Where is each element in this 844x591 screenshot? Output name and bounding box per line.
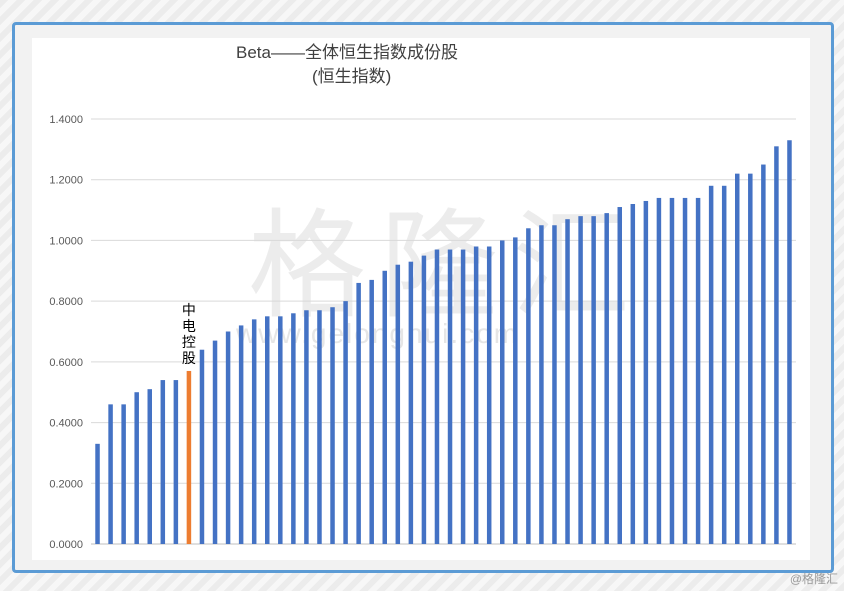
bar xyxy=(774,146,779,545)
bar xyxy=(669,197,675,544)
bar xyxy=(748,173,753,544)
bar xyxy=(160,380,166,544)
y-tick-label: 0.2000 xyxy=(49,478,83,490)
bar xyxy=(630,204,636,544)
bar xyxy=(199,349,205,544)
bar xyxy=(539,225,544,544)
bar xyxy=(421,255,427,544)
bar xyxy=(604,213,609,544)
bar xyxy=(408,261,414,544)
bar xyxy=(447,249,453,545)
bar xyxy=(682,197,688,544)
bar xyxy=(134,392,139,544)
bar xyxy=(761,164,766,545)
bar xyxy=(369,279,374,544)
bar xyxy=(708,185,714,545)
bar xyxy=(460,249,466,545)
bar xyxy=(578,216,583,544)
bar xyxy=(395,264,401,544)
bar xyxy=(225,331,231,544)
credit-text: @格隆汇 xyxy=(789,572,838,586)
bar xyxy=(95,443,100,544)
bar xyxy=(173,380,179,544)
bar xyxy=(695,197,701,544)
chart-subtitle: (恒生指数) xyxy=(312,67,392,86)
y-tick-label: 0.8000 xyxy=(49,296,83,308)
bar xyxy=(787,140,792,544)
bar xyxy=(434,249,440,545)
bar xyxy=(513,237,518,544)
bar xyxy=(238,325,244,544)
bar xyxy=(473,246,479,544)
bar xyxy=(343,301,348,544)
bar xyxy=(330,307,335,544)
bar xyxy=(121,404,126,544)
bar xyxy=(147,389,152,544)
bar xyxy=(617,207,622,545)
bar xyxy=(251,319,257,544)
bar xyxy=(643,200,649,544)
bar xyxy=(735,173,740,544)
y-tick-label: 0.0000 xyxy=(49,539,83,551)
y-tick-label: 1.4000 xyxy=(49,114,83,126)
bar xyxy=(212,340,218,544)
bar xyxy=(317,310,322,544)
bar xyxy=(656,197,662,544)
bar xyxy=(552,225,557,544)
chart-title: Beta——全体恒生指数成份股 xyxy=(236,43,458,62)
y-tick-label: 0.6000 xyxy=(49,357,83,369)
highlight-annotation: 中电控股 xyxy=(182,303,196,367)
bar xyxy=(291,313,296,544)
bar xyxy=(356,282,361,544)
bar xyxy=(278,316,283,544)
bar xyxy=(565,219,570,544)
y-tick-label: 1.2000 xyxy=(49,175,83,187)
y-tick-label: 1.0000 xyxy=(49,235,83,247)
watermark-url: www.gelonghui.com xyxy=(236,318,520,349)
bar xyxy=(526,228,531,545)
bar xyxy=(500,240,505,544)
bar xyxy=(486,246,492,544)
bar xyxy=(721,185,727,545)
bar xyxy=(108,404,113,544)
bar xyxy=(382,270,387,544)
bar xyxy=(591,216,596,544)
bar xyxy=(265,316,270,544)
bar xyxy=(304,310,309,544)
bar-highlighted xyxy=(186,370,192,544)
y-tick-label: 0.4000 xyxy=(49,418,83,430)
